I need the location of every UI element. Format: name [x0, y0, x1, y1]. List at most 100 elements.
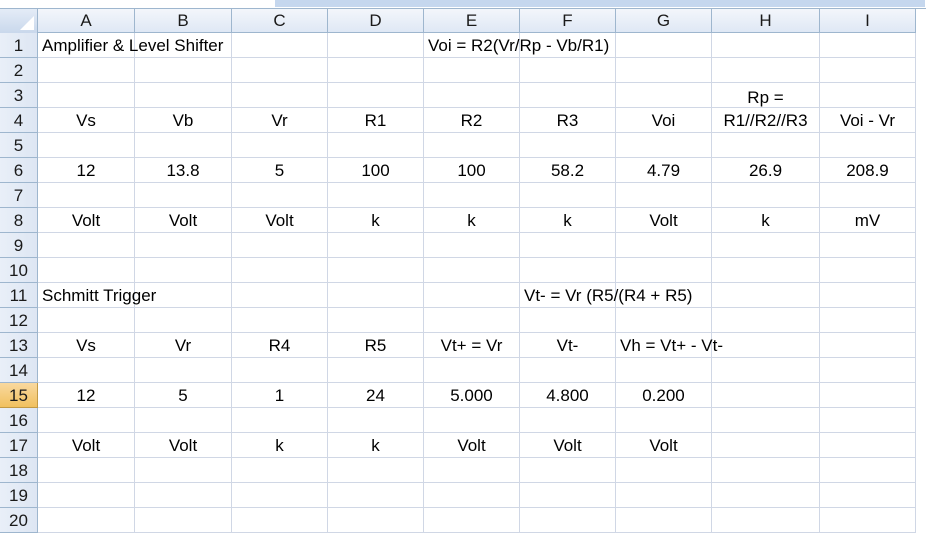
- cell-H11[interactable]: [712, 283, 820, 308]
- cell-C9[interactable]: [232, 233, 328, 258]
- cell-H18[interactable]: [712, 458, 820, 483]
- cell-E19[interactable]: [424, 483, 520, 508]
- cell-B8[interactable]: Volt: [135, 208, 232, 233]
- column-header-F[interactable]: F: [520, 9, 616, 33]
- cell-F19[interactable]: [520, 483, 616, 508]
- cell-H1[interactable]: [712, 33, 820, 58]
- cell-H5[interactable]: [712, 133, 820, 158]
- cell-C5[interactable]: [232, 133, 328, 158]
- cell-I18[interactable]: [820, 458, 916, 483]
- cell-F7[interactable]: [520, 183, 616, 208]
- cell-E7[interactable]: [424, 183, 520, 208]
- cell-C17[interactable]: k: [232, 433, 328, 458]
- column-header-E[interactable]: E: [424, 9, 520, 33]
- cell-F6[interactable]: 58.2: [520, 158, 616, 183]
- cell-F8[interactable]: k: [520, 208, 616, 233]
- cell-E9[interactable]: [424, 233, 520, 258]
- cell-F13[interactable]: Vt-: [520, 333, 616, 358]
- row-header-17[interactable]: 17: [0, 433, 38, 458]
- cell-E3[interactable]: [424, 83, 520, 108]
- cell-H12[interactable]: [712, 308, 820, 333]
- cell-E1[interactable]: Voi = R2(Vr/Rp - Vb/R1): [424, 33, 609, 58]
- cell-G16[interactable]: [616, 408, 712, 433]
- cell-I5[interactable]: [820, 133, 916, 158]
- row-header-16[interactable]: 16: [0, 408, 38, 433]
- cell-C2[interactable]: [232, 58, 328, 83]
- row-header-2[interactable]: 2: [0, 58, 38, 83]
- cell-G8[interactable]: Volt: [616, 208, 712, 233]
- cell-C16[interactable]: [232, 408, 328, 433]
- cell-D3[interactable]: [328, 83, 424, 108]
- cell-G18[interactable]: [616, 458, 712, 483]
- cell-H19[interactable]: [712, 483, 820, 508]
- cell-G7[interactable]: [616, 183, 712, 208]
- cell-D12[interactable]: [328, 308, 424, 333]
- cell-H3[interactable]: Rp =: [712, 83, 820, 108]
- cell-I16[interactable]: [820, 408, 916, 433]
- cell-C11[interactable]: [232, 283, 328, 308]
- cell-H8[interactable]: k: [712, 208, 820, 233]
- cell-D6[interactable]: 100: [328, 158, 424, 183]
- cell-A16[interactable]: [38, 408, 135, 433]
- cell-I11[interactable]: [820, 283, 916, 308]
- cell-B2[interactable]: [135, 58, 232, 83]
- cell-H15[interactable]: [712, 383, 820, 408]
- cell-F17[interactable]: Volt: [520, 433, 616, 458]
- column-header-I[interactable]: I: [820, 9, 916, 33]
- cell-A14[interactable]: [38, 358, 135, 383]
- row-header-13[interactable]: 13: [0, 333, 38, 358]
- cell-A13[interactable]: Vs: [38, 333, 135, 358]
- cell-F9[interactable]: [520, 233, 616, 258]
- cell-A9[interactable]: [38, 233, 135, 258]
- cell-C4[interactable]: Vr: [232, 108, 328, 133]
- cell-A18[interactable]: [38, 458, 135, 483]
- cell-F2[interactable]: [520, 58, 616, 83]
- cell-E4[interactable]: R2: [424, 108, 520, 133]
- row-header-8[interactable]: 8: [0, 208, 38, 233]
- cell-A5[interactable]: [38, 133, 135, 158]
- cell-I10[interactable]: [820, 258, 916, 283]
- cell-H10[interactable]: [712, 258, 820, 283]
- cell-E6[interactable]: 100: [424, 158, 520, 183]
- cell-B16[interactable]: [135, 408, 232, 433]
- cell-A2[interactable]: [38, 58, 135, 83]
- row-header-6[interactable]: 6: [0, 158, 38, 183]
- cell-E13[interactable]: Vt+ = Vr: [424, 333, 520, 358]
- cell-D10[interactable]: [328, 258, 424, 283]
- cell-G11[interactable]: [616, 283, 712, 308]
- cell-E2[interactable]: [424, 58, 520, 83]
- cell-E15[interactable]: 5.000: [424, 383, 520, 408]
- cell-H17[interactable]: [712, 433, 820, 458]
- cell-G3[interactable]: [616, 83, 712, 108]
- cell-G5[interactable]: [616, 133, 712, 158]
- cell-E18[interactable]: [424, 458, 520, 483]
- cell-A7[interactable]: [38, 183, 135, 208]
- cell-D5[interactable]: [328, 133, 424, 158]
- cell-C3[interactable]: [232, 83, 328, 108]
- column-header-D[interactable]: D: [328, 9, 424, 33]
- cell-F15[interactable]: 4.800: [520, 383, 616, 408]
- cell-E8[interactable]: k: [424, 208, 520, 233]
- cell-I14[interactable]: [820, 358, 916, 383]
- cell-C19[interactable]: [232, 483, 328, 508]
- cell-B11[interactable]: [135, 283, 232, 308]
- cell-B10[interactable]: [135, 258, 232, 283]
- cell-I9[interactable]: [820, 233, 916, 258]
- cell-C1[interactable]: [232, 33, 328, 58]
- column-header-C[interactable]: C: [232, 9, 328, 33]
- cell-H16[interactable]: [712, 408, 820, 433]
- cell-A8[interactable]: Volt: [38, 208, 135, 233]
- cell-C7[interactable]: [232, 183, 328, 208]
- cell-E5[interactable]: [424, 133, 520, 158]
- cell-G1[interactable]: [616, 33, 712, 58]
- cell-I7[interactable]: [820, 183, 916, 208]
- cell-E17[interactable]: Volt: [424, 433, 520, 458]
- cell-G10[interactable]: [616, 258, 712, 283]
- cell-B13[interactable]: Vr: [135, 333, 232, 358]
- row-header-18[interactable]: 18: [0, 458, 38, 483]
- cell-C6[interactable]: 5: [232, 158, 328, 183]
- cell-D18[interactable]: [328, 458, 424, 483]
- cell-D4[interactable]: R1: [328, 108, 424, 133]
- cell-E11[interactable]: [424, 283, 520, 308]
- cell-B15[interactable]: 5: [135, 383, 232, 408]
